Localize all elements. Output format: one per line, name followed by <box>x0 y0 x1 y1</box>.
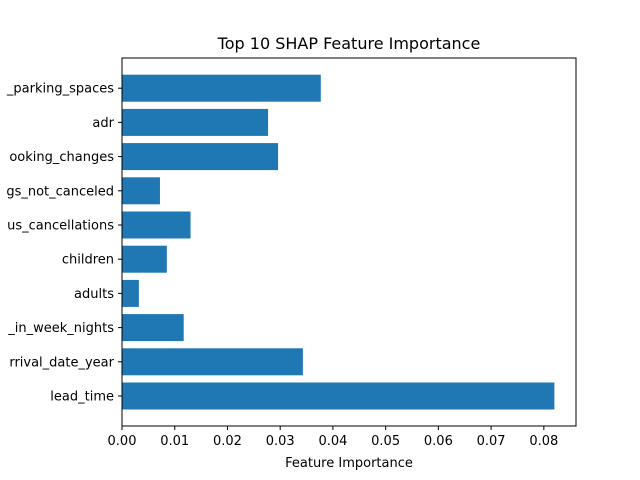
bar-lead-time <box>122 382 555 410</box>
y-tick-label: rrival_date_year <box>9 355 114 370</box>
bars-layer <box>122 74 555 410</box>
y-tick-label: _in_week_nights <box>7 321 114 336</box>
y-tick-label: adr <box>92 116 114 131</box>
y-tick-label: ooking_changes <box>9 150 114 165</box>
y-axis: lead_time rrival_date_year _in_week_nights… <box>6 82 122 405</box>
bar-parking-spaces <box>122 74 321 102</box>
plot-frame <box>121 57 577 427</box>
x-tick-label: 0.00 <box>108 434 137 449</box>
y-tick-label: children <box>62 253 114 268</box>
y-tick-label: gs_not_canceled <box>6 184 114 199</box>
y-tick-label: lead_time <box>50 390 114 405</box>
x-tick-label: 0.01 <box>160 434 189 449</box>
x-axis-label: Feature Importance <box>285 456 413 471</box>
bar-adr <box>122 108 269 136</box>
bar-adults <box>122 279 139 307</box>
x-axis: 0.00 0.01 0.02 0.03 0.04 0.05 0.06 0.07 0.08 <box>108 426 558 449</box>
x-tick-label: 0.08 <box>529 434 558 449</box>
x-tick-label: 0.05 <box>371 434 400 449</box>
y-tick-label: _parking_spaces <box>6 82 114 97</box>
bar-ooking-changes <box>122 143 279 171</box>
x-tick-label: 0.02 <box>213 434 242 449</box>
bar-rrival-date-year <box>122 348 303 376</box>
bar-in-week-nights <box>122 314 184 342</box>
bar-gs-not-canceled <box>122 177 160 205</box>
x-tick-label: 0.03 <box>266 434 295 449</box>
y-tick-label: adults <box>74 287 114 302</box>
x-tick-label: 0.04 <box>318 434 347 449</box>
y-tick-label: us_cancellations <box>7 219 114 234</box>
x-tick-label: 0.06 <box>424 434 453 449</box>
bar-children <box>122 245 167 273</box>
x-tick-label: 0.07 <box>477 434 506 449</box>
chart-title: Top 10 SHAP Feature Importance <box>217 34 481 53</box>
bar-us-cancellations <box>122 211 191 239</box>
